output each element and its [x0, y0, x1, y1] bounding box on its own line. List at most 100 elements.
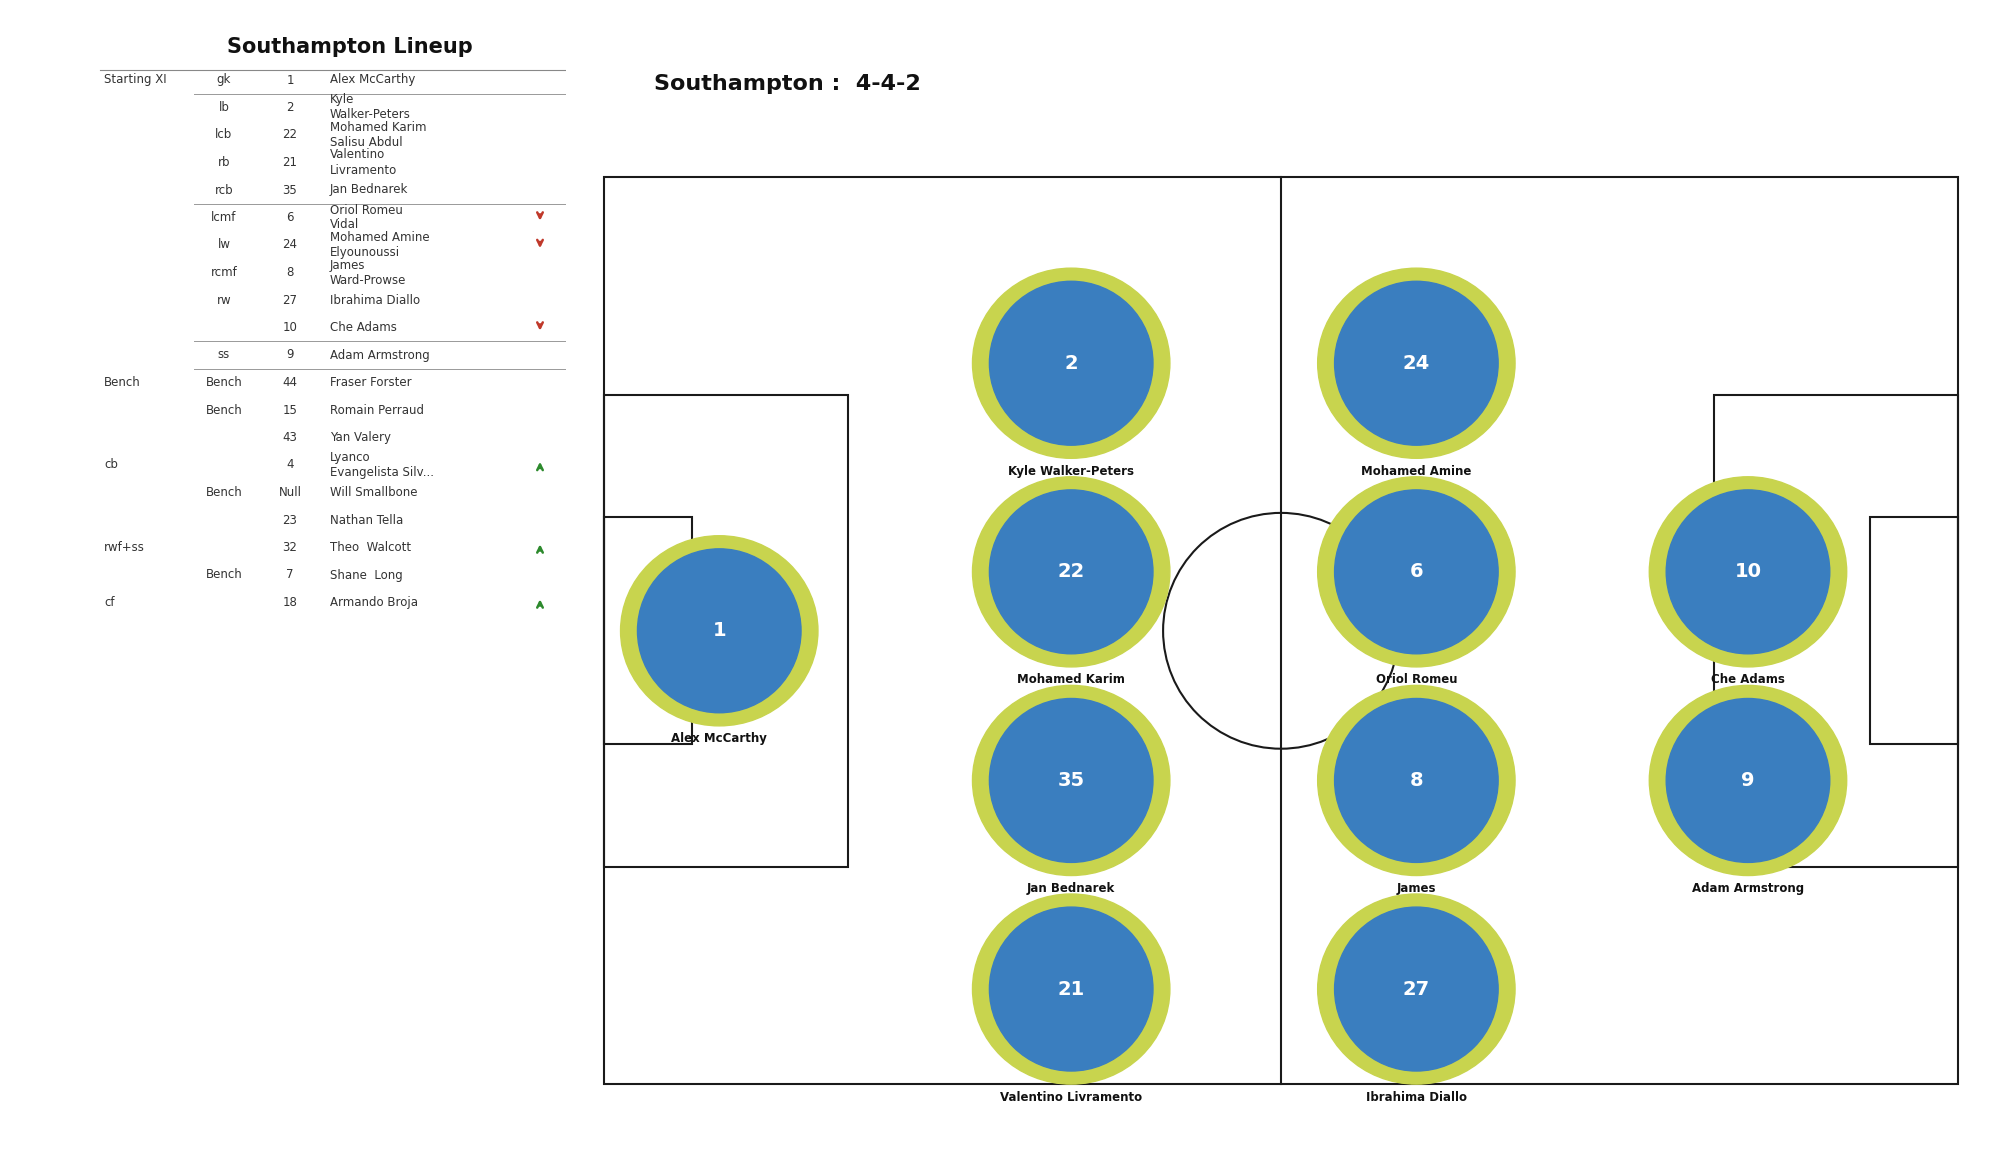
- Text: cf: cf: [104, 596, 114, 609]
- Ellipse shape: [1318, 894, 1516, 1085]
- Text: Che Adams: Che Adams: [1712, 673, 1784, 686]
- Text: rw: rw: [216, 294, 232, 307]
- Text: Romain Perraud: Romain Perraud: [330, 403, 424, 416]
- Text: lcb: lcb: [216, 128, 232, 141]
- Text: gk: gk: [216, 74, 232, 87]
- Text: 9: 9: [1742, 771, 1754, 790]
- Text: Jan Bednarek: Jan Bednarek: [330, 183, 408, 196]
- Text: 22: 22: [282, 128, 298, 141]
- Text: Valentino
Livramento: Valentino Livramento: [330, 148, 398, 176]
- Text: Will Smallbone: Will Smallbone: [330, 486, 418, 499]
- Text: Nathan Tella: Nathan Tella: [330, 513, 404, 526]
- Text: 43: 43: [282, 431, 298, 444]
- Text: 2: 2: [286, 101, 294, 114]
- Ellipse shape: [972, 477, 1170, 667]
- Text: 18: 18: [282, 596, 298, 609]
- Text: Bench: Bench: [206, 569, 242, 582]
- Text: 7: 7: [286, 569, 294, 582]
- Text: 15: 15: [282, 403, 298, 416]
- Ellipse shape: [1334, 698, 1498, 862]
- Text: Adam Armstrong: Adam Armstrong: [1692, 882, 1804, 895]
- Text: 1: 1: [286, 74, 294, 87]
- Text: James: James: [1396, 882, 1436, 895]
- Text: rwf+ss: rwf+ss: [104, 540, 144, 553]
- Text: Starting XI: Starting XI: [104, 74, 166, 87]
- Ellipse shape: [1666, 698, 1830, 862]
- Text: Mohamed Karim
Salisu Abdul: Mohamed Karim Salisu Abdul: [330, 121, 426, 149]
- Text: 6: 6: [286, 212, 294, 224]
- Ellipse shape: [638, 549, 802, 713]
- Text: 24: 24: [282, 239, 298, 251]
- Text: Ibrahima Diallo: Ibrahima Diallo: [330, 294, 420, 307]
- Text: 4: 4: [286, 458, 294, 471]
- Text: ss: ss: [218, 349, 230, 362]
- Text: Oriol Romeu: Oriol Romeu: [1376, 673, 1458, 686]
- Text: Alex McCarthy: Alex McCarthy: [672, 732, 768, 745]
- Text: Bench: Bench: [206, 403, 242, 416]
- Text: Null: Null: [278, 486, 302, 499]
- Ellipse shape: [1650, 477, 1846, 667]
- Text: Kyle
Walker-Peters: Kyle Walker-Peters: [330, 94, 410, 121]
- Ellipse shape: [990, 907, 1152, 1072]
- Text: 23: 23: [282, 513, 298, 526]
- Text: Oriol Romeu
Vidal: Oriol Romeu Vidal: [330, 203, 402, 231]
- Text: rcb: rcb: [214, 183, 234, 196]
- Text: 44: 44: [282, 376, 298, 389]
- Text: 10: 10: [1734, 563, 1762, 582]
- Ellipse shape: [1650, 685, 1846, 875]
- Text: 1: 1: [712, 622, 726, 640]
- Ellipse shape: [1318, 268, 1516, 458]
- Text: Lyanco
Evangelista Silv...: Lyanco Evangelista Silv...: [330, 451, 434, 479]
- Text: 27: 27: [282, 294, 298, 307]
- Ellipse shape: [972, 268, 1170, 458]
- Ellipse shape: [1334, 281, 1498, 445]
- Ellipse shape: [620, 536, 818, 726]
- Text: 21: 21: [1058, 980, 1084, 999]
- Text: 27: 27: [1402, 980, 1430, 999]
- Text: Mohamed Karim: Mohamed Karim: [1018, 673, 1126, 686]
- Text: Ibrahima Diallo: Ibrahima Diallo: [1366, 1090, 1466, 1103]
- Ellipse shape: [1318, 477, 1516, 667]
- Text: cb: cb: [104, 458, 118, 471]
- Text: 35: 35: [282, 183, 298, 196]
- Ellipse shape: [1334, 490, 1498, 653]
- Text: Che Adams: Che Adams: [330, 321, 396, 334]
- Text: 10: 10: [282, 321, 298, 334]
- Text: 6: 6: [1410, 563, 1424, 582]
- Ellipse shape: [990, 490, 1152, 653]
- Text: Bench: Bench: [206, 376, 242, 389]
- Ellipse shape: [972, 894, 1170, 1085]
- Text: Bench: Bench: [104, 376, 140, 389]
- Ellipse shape: [1318, 685, 1516, 875]
- Text: 8: 8: [1410, 771, 1424, 790]
- Text: rcmf: rcmf: [210, 266, 238, 278]
- Text: 9: 9: [286, 349, 294, 362]
- Text: 35: 35: [1058, 771, 1084, 790]
- Text: Theo  Walcott: Theo Walcott: [330, 540, 412, 553]
- Text: Jan Bednarek: Jan Bednarek: [1028, 882, 1116, 895]
- Text: Mohamed Amine: Mohamed Amine: [1362, 465, 1472, 478]
- Text: Alex McCarthy: Alex McCarthy: [330, 74, 416, 87]
- Text: 2: 2: [1064, 354, 1078, 372]
- Text: lb: lb: [218, 101, 230, 114]
- Text: Bench: Bench: [206, 486, 242, 499]
- Text: Adam Armstrong: Adam Armstrong: [330, 349, 430, 362]
- Text: James
Ward-Prowse: James Ward-Prowse: [330, 258, 406, 287]
- Ellipse shape: [990, 698, 1152, 862]
- Text: lw: lw: [218, 239, 230, 251]
- Text: Fraser Forster: Fraser Forster: [330, 376, 412, 389]
- Text: Shane  Long: Shane Long: [330, 569, 402, 582]
- Text: 32: 32: [282, 540, 298, 553]
- Text: Southampton Lineup: Southampton Lineup: [228, 36, 472, 58]
- Text: rb: rb: [218, 156, 230, 169]
- Ellipse shape: [990, 281, 1152, 445]
- Ellipse shape: [1666, 490, 1830, 653]
- Text: 8: 8: [286, 266, 294, 278]
- Text: Kyle Walker-Peters: Kyle Walker-Peters: [1008, 465, 1134, 478]
- Ellipse shape: [972, 685, 1170, 875]
- Text: Yan Valery: Yan Valery: [330, 431, 392, 444]
- Text: lcmf: lcmf: [212, 212, 236, 224]
- Text: Mohamed Amine
Elyounoussi: Mohamed Amine Elyounoussi: [330, 231, 430, 258]
- Text: 21: 21: [282, 156, 298, 169]
- Text: Southampton :  4-4-2: Southampton : 4-4-2: [654, 74, 920, 94]
